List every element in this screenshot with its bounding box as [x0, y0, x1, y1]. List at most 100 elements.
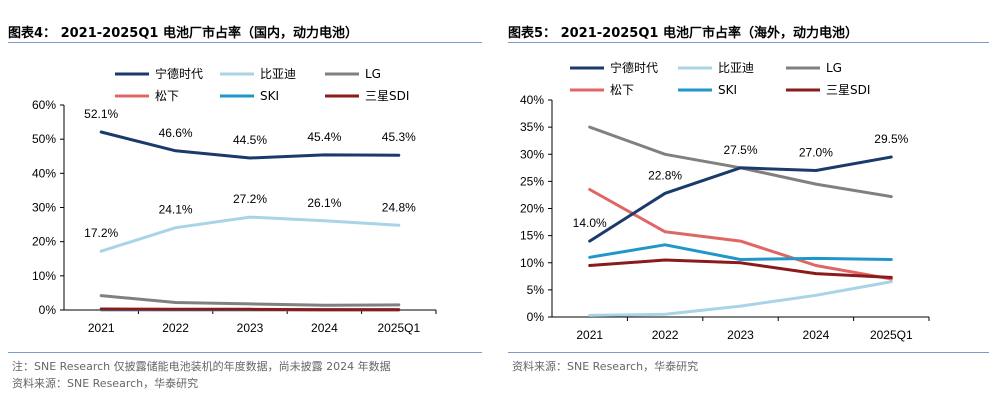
series-line-1	[588, 155, 893, 243]
y-tick-label: 5%	[527, 283, 545, 297]
y-tick-label: 40%	[32, 166, 56, 180]
data-label: 44.5%	[233, 133, 267, 147]
data-point	[397, 308, 400, 311]
chart-note: 注：SNE Research 仅披露储能电池装机的年度数据，尚未披露 2024 …	[12, 360, 391, 373]
data-point	[100, 250, 103, 253]
data-point	[890, 280, 893, 283]
data-label: 27.2%	[233, 192, 267, 206]
data-point	[663, 192, 667, 195]
legend-label: 宁德时代	[610, 60, 658, 75]
data-label: 45.4%	[307, 130, 341, 144]
data-point	[323, 219, 326, 223]
chart-panel-domestic: 图表4： 2021-2025Q1 电池厂市占率（国内，动力电池） 0% 10% 20…	[0, 0, 482, 404]
data-label: 14.0%	[573, 216, 607, 230]
chart-title: 图表5： 2021-2025Q1 电池厂市占率（海外，动力电池）	[508, 26, 858, 41]
data-point	[663, 230, 667, 234]
data-point	[100, 307, 103, 311]
y-tick-label: 0%	[527, 310, 545, 324]
data-point	[663, 313, 667, 316]
y-tick-label: 35%	[520, 120, 544, 134]
data-point	[890, 195, 893, 198]
data-point	[814, 169, 818, 172]
data-point	[814, 272, 818, 275]
data-point	[397, 303, 400, 307]
legend-label: 三星SDI	[365, 89, 409, 103]
data-point	[663, 243, 667, 247]
series-line-5	[588, 243, 893, 261]
y-tick-label: 0%	[39, 303, 57, 317]
data-point	[588, 256, 591, 259]
data-point	[397, 154, 400, 157]
data-label: 52.1%	[84, 107, 118, 121]
data-label: 17.2%	[84, 226, 118, 240]
data-label: 27.0%	[799, 146, 833, 160]
y-tick-label: 10%	[520, 256, 544, 270]
y-tick-label: 30%	[32, 201, 56, 215]
chart-domestic-share: 0% 10% 20% 30% 40% 50% 60% 2021 2022 2023 2024 2025…	[32, 66, 437, 335]
data-point	[814, 257, 818, 260]
data-point	[248, 156, 252, 160]
data-point	[739, 258, 742, 261]
data-point	[588, 125, 591, 129]
data-point	[588, 239, 591, 243]
data-point	[663, 153, 667, 156]
y-tick-label: 60%	[32, 98, 56, 112]
y-tick-label: 20%	[32, 235, 56, 249]
y-tick-label: 20%	[520, 202, 544, 216]
chart-source: 资料来源：SNE Research，华泰研究	[512, 360, 699, 373]
data-point	[100, 294, 103, 297]
chart-title: 图表4： 2021-2025Q1 电池厂市占率（国内，动力电池）	[8, 26, 358, 41]
data-point	[814, 294, 818, 297]
data-point	[323, 153, 326, 157]
legend-label: 宁德时代	[155, 66, 203, 81]
data-point	[397, 224, 400, 227]
footer-divider	[8, 352, 482, 353]
y-tick-label: 25%	[520, 174, 544, 188]
series-line-2	[588, 280, 893, 317]
series-line-3	[588, 125, 893, 199]
data-point	[739, 239, 742, 243]
legend-label: 三星SDI	[826, 83, 870, 97]
data-point	[323, 308, 326, 311]
data-point	[814, 264, 818, 267]
data-label: 46.6%	[159, 126, 193, 140]
x-tick-label: 2025Q1	[870, 328, 913, 342]
x-tick-label: 2024	[803, 328, 830, 342]
data-point	[248, 302, 252, 306]
data-point	[739, 261, 742, 264]
y-tick-label: 15%	[520, 229, 544, 243]
legend-label: 比亚迪	[718, 61, 754, 75]
data-label: 24.8%	[382, 200, 416, 214]
series-line-4	[588, 188, 893, 281]
title-divider	[508, 42, 989, 43]
data-point	[174, 301, 177, 304]
data-point	[739, 166, 742, 170]
chart-panel-overseas: 图表5： 2021-2025Q1 电池厂市占率（海外，动力电池） 0% 5% 10%…	[500, 0, 989, 404]
data-point	[323, 304, 326, 307]
data-point	[588, 314, 591, 317]
data-label: 45.3%	[382, 130, 416, 144]
data-point	[663, 258, 667, 262]
data-label: 22.8%	[648, 168, 682, 182]
legend-label: LG	[365, 67, 381, 81]
data-point	[174, 308, 177, 311]
data-point	[588, 188, 591, 191]
x-tick-label: 2021	[88, 321, 115, 335]
data-point	[174, 149, 177, 152]
y-tick-label: 40%	[520, 93, 544, 107]
data-point	[890, 258, 893, 261]
data-point	[588, 264, 591, 267]
title-divider	[8, 42, 482, 43]
chart-overseas-share: 0% 5% 10% 15% 20% 25% 30% 35% 40% 2021 2022 2023 202…	[520, 60, 930, 342]
data-label: 24.1%	[159, 203, 193, 217]
legend-label: 松下	[610, 83, 634, 97]
data-label: 29.5%	[874, 132, 908, 146]
x-tick-label: 2025Q1	[377, 321, 420, 335]
x-tick-label: 2021	[576, 328, 603, 342]
legend-label: 松下	[155, 89, 179, 103]
data-point	[814, 182, 818, 186]
x-tick-label: 2024	[311, 321, 338, 335]
series-line-2	[99, 215, 401, 253]
y-tick-label: 30%	[520, 147, 544, 161]
legend-label: 比亚迪	[260, 67, 296, 81]
